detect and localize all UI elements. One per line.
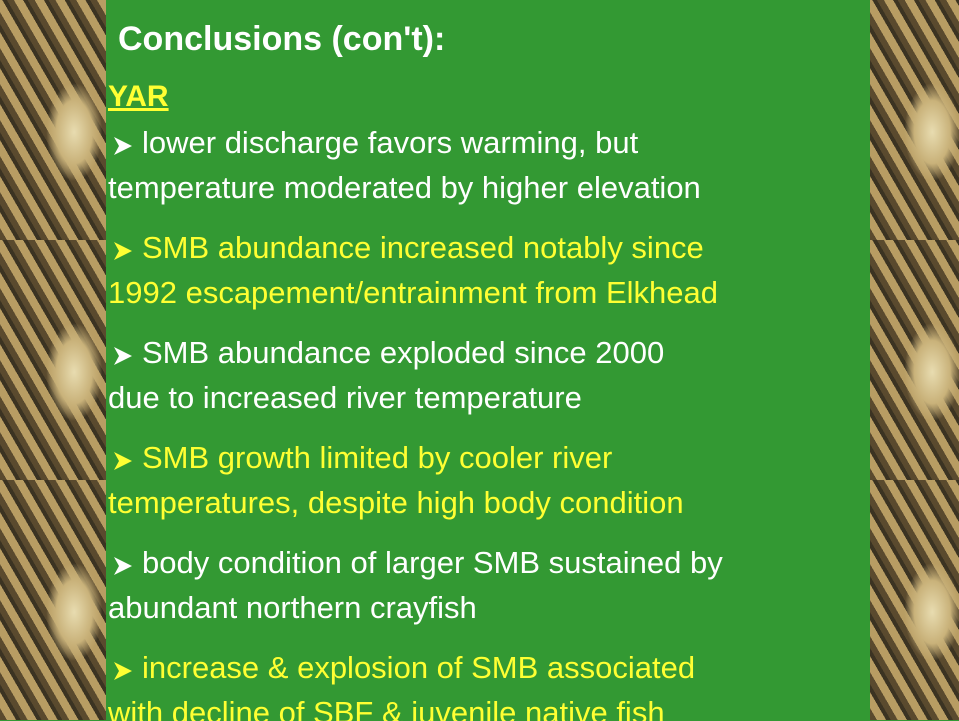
bullet-text: temperatures, despite high body conditio… [108,485,684,520]
bullet-text: temperature moderated by higher elevatio… [108,170,701,205]
bullet-text: body condition of larger SMB sustained b… [142,545,723,580]
fish-image [870,240,959,480]
bullet-text: SMB growth limited by cooler river [142,440,613,475]
bullet-text: SMB abundance increased notably since [142,230,704,265]
fish-image [0,240,106,480]
bullet-text: SMB abundance exploded since 2000 [142,335,665,370]
fish-image [870,480,959,720]
fish-strip-right [870,0,959,721]
fish-strip-left [0,0,106,721]
bullet-arrow [114,662,132,680]
slide-title: Conclusions (con't): [118,20,446,58]
bullet-marker [114,242,132,260]
bullet-marker [114,137,132,155]
bullet-text: 1992 escapement/entrainment from Elkhead [108,275,719,310]
bullet-marker [114,557,132,575]
fish-image [0,0,106,240]
bullet-text: with decline of SBF & juvenile native fi… [108,695,665,721]
bullet-arrow [114,137,132,155]
bullet-marker [114,452,132,470]
bullet-text: abundant northern crayfish [108,590,477,625]
fish-image [870,0,959,240]
bullet-arrow [114,242,132,260]
section-heading: YAR [108,80,169,113]
bullet-marker [114,662,132,680]
bullet-arrow [114,557,132,575]
fish-image [0,480,106,720]
bullet-text: lower discharge favors warming, but [142,125,639,160]
bullet-arrow [114,452,132,470]
bullet-arrow [114,347,132,365]
bullet-marker [114,347,132,365]
bullet-text: increase & explosion of SMB associated [142,650,696,685]
bullet-text: due to increased river temperature [108,380,582,415]
